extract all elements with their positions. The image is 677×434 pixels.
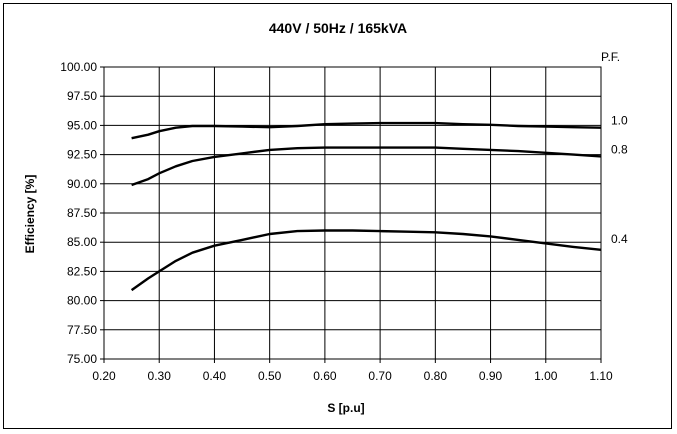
grid bbox=[103, 66, 602, 360]
series-line-pf-0-8 bbox=[131, 146, 602, 187]
y-tick-label: 100.00 bbox=[60, 60, 97, 74]
y-tick-label: 90.00 bbox=[67, 177, 97, 191]
y-tick-label: 85.00 bbox=[67, 235, 97, 249]
x-tick-label: 1.00 bbox=[534, 369, 558, 383]
chart-frame bbox=[3, 3, 672, 429]
y-axis-label: Efficiency [%] bbox=[23, 175, 37, 254]
y-tick-label: 87.50 bbox=[67, 206, 97, 220]
series-label-pf-0-4: 0.4 bbox=[611, 232, 628, 246]
x-tick-label: 0.80 bbox=[424, 369, 448, 383]
x-tick-label: 0.40 bbox=[203, 369, 227, 383]
x-tick-label: 0.60 bbox=[313, 369, 337, 383]
x-axis-ticks: 0.20 0.30 0.40 0.50 0.60 0.70 0.80 0.90 1.00 1.10 bbox=[92, 359, 613, 383]
y-tick-label: 77.50 bbox=[67, 323, 97, 337]
series-line-pf-0-4 bbox=[130, 229, 602, 292]
y-tick-label: 82.50 bbox=[67, 264, 97, 278]
x-axis-label: S [p.u] bbox=[327, 401, 364, 415]
series-line-pf-1-0 bbox=[131, 121, 602, 140]
x-tick-label: 0.20 bbox=[92, 369, 116, 383]
y-axis-ticks: 75.00 77.50 80.00 82.50 85.00 87.50 90.00 92.50… bbox=[60, 60, 104, 366]
y-tick-label: 97.50 bbox=[67, 89, 97, 103]
x-tick-label: 0.70 bbox=[368, 369, 392, 383]
series-labels: 1.0 0.8 0.4 bbox=[611, 114, 628, 246]
series-group bbox=[130, 121, 602, 292]
x-tick-label: 0.90 bbox=[479, 369, 503, 383]
series-label-pf-0-8: 0.8 bbox=[611, 142, 628, 156]
series-label-pf-1-0: 1.0 bbox=[611, 114, 628, 128]
x-tick-label: 1.10 bbox=[589, 369, 613, 383]
y-tick-label: 75.00 bbox=[67, 352, 97, 366]
y-tick-label: 95.00 bbox=[67, 118, 97, 132]
chart-title: 440V / 50Hz / 165kVA bbox=[269, 20, 407, 36]
y-tick-label: 80.00 bbox=[67, 294, 97, 308]
x-tick-label: 0.30 bbox=[148, 369, 172, 383]
y-tick-label: 92.50 bbox=[67, 148, 97, 162]
legend-header: P.F. bbox=[601, 50, 620, 64]
x-tick-label: 0.50 bbox=[258, 369, 282, 383]
